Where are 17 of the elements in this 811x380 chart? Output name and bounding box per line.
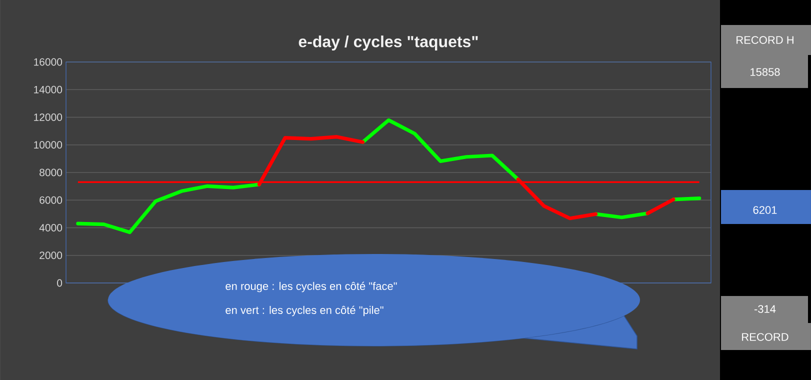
y-tick-label: 12000	[34, 114, 62, 121]
y-tick-label: 8000	[40, 168, 62, 176]
y-tick-label: 16000	[34, 58, 62, 66]
chart-title: e-day / cycles "taquets"	[298, 36, 478, 50]
y-tick-label: 0	[57, 279, 62, 287]
text: 6201	[753, 206, 777, 214]
y-tick-label: 10000	[34, 141, 62, 149]
text: RECORD H	[736, 36, 794, 44]
y-tick-label: 14000	[34, 86, 62, 94]
annotation: en rouge : les cycles en côté "face"	[226, 282, 397, 292]
text: 15858	[750, 68, 780, 76]
text: en vert : les cycles en côté "pile"	[226, 306, 384, 316]
y-tick-label: 2000	[40, 252, 62, 260]
text: RECORD	[742, 333, 788, 341]
y-tick-label: 4000	[39, 224, 62, 232]
y-tick-label: 6000	[40, 196, 62, 204]
text: -314	[754, 305, 776, 313]
